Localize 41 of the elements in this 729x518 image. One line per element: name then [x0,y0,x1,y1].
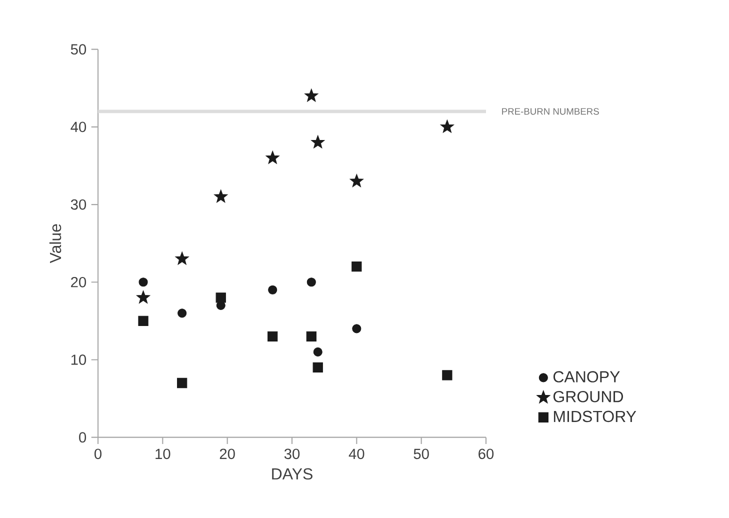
x-tick-label: 30 [284,448,300,460]
legend-label: CANOPY [553,371,620,382]
point [268,285,278,294]
point [268,331,278,342]
x-tick-label: 50 [414,448,429,460]
point [306,278,316,287]
x-tick-label: 0 [94,448,102,460]
y-tick-label: 0 [79,432,86,443]
point [178,308,187,318]
point [440,120,454,133]
point [352,324,362,334]
point [312,362,323,373]
y-tick-label: 20 [71,276,86,288]
point [138,316,148,326]
y-tick-label: 30 [70,199,86,210]
x-tick-label: 20 [220,448,235,460]
y-tick-label: 50 [70,44,86,55]
legend-label: GROUND [553,390,623,402]
x-tick-label: 40 [348,448,364,460]
x-tick-label: 10 [156,448,170,460]
ref-line-label: PRE-BURN NUMBERS [502,108,599,115]
point [306,331,316,342]
legend-label: MIDSTORY [554,410,636,422]
y-tick-label: 40 [70,122,86,132]
point [136,290,150,304]
point [138,278,148,287]
x-tick-label: 60 [478,448,494,460]
point [177,378,188,388]
point [352,262,362,272]
point [442,370,452,380]
x-axis-title: DAYS [272,468,312,480]
y-tick-label: 10 [71,354,86,365]
y-axis-title: Value [49,224,62,264]
point [313,347,322,356]
point [350,174,364,188]
point [310,135,325,148]
point [304,88,318,102]
point [216,292,226,303]
point [214,190,228,203]
point [175,252,189,265]
point [266,150,280,164]
